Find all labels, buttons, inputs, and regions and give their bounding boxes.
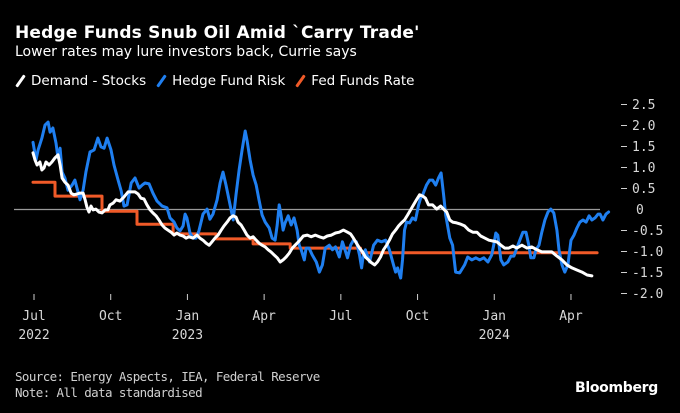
legend-label-fed-funds-rate: Fed Funds Rate	[311, 73, 415, 89]
x-tick-label: Oct	[99, 309, 122, 324]
y-tick-label: -1.5	[632, 266, 663, 281]
note-text: Note: All data standardised	[15, 385, 203, 400]
series-line-fed-funds-rate	[31, 180, 599, 255]
x-tick-year-label: 2022	[18, 328, 49, 343]
x-axis: Jul 2022 Oct Jan 2023 Apr Jul Oct Jan 2024 Apr	[18, 294, 583, 343]
x-tick-label: Oct	[406, 309, 429, 324]
y-tick-label: 0.5	[632, 182, 655, 197]
legend-item-demand-stocks: Demand - Stocks	[15, 73, 146, 89]
y-tick-label: 0	[636, 203, 644, 218]
y-tick-label: 2.5	[632, 98, 655, 113]
y-tick-label: -2.0	[632, 287, 663, 302]
bloomberg-logo: Bloomberg	[574, 380, 658, 396]
x-tick-year-label: 2023	[172, 328, 203, 343]
legend-label-demand-stocks: Demand - Stocks	[31, 73, 147, 89]
legend-label-hedge-fund-risk: Hedge Fund Risk	[172, 73, 286, 89]
chart-title: Hedge Funds Snub Oil Amid `Carry Trade'	[15, 23, 420, 43]
x-tick-label: Jan	[483, 309, 506, 324]
y-axis: 2.5 2.0 1.5 1.0 0.5 0 -0.5 -1.0 -1.5 -2.0	[621, 98, 663, 302]
series-line-demand-stocks	[31, 151, 594, 278]
x-tick-label: Apr	[252, 309, 276, 324]
source-text: Source: Energy Aspects, IEA, Federal Res…	[15, 369, 320, 384]
x-tick-label: Jul	[329, 309, 352, 324]
x-tick-label: Jul	[22, 309, 45, 324]
y-tick-label: -0.5	[632, 224, 663, 239]
y-tick-label: 2.0	[632, 119, 655, 134]
legend: Demand - Stocks Hedge Fund Risk Fed Fund…	[15, 73, 414, 89]
legend-item-hedge-fund-risk: Hedge Fund Risk	[156, 73, 285, 89]
y-tick-label: 1.5	[632, 140, 655, 155]
x-tick-year-label: 2024	[479, 328, 510, 343]
legend-item-fed-funds-rate: Fed Funds Rate	[295, 73, 414, 89]
x-tick-label: Jan	[176, 309, 199, 324]
series-line-hedge-fund-risk	[31, 120, 611, 280]
series-group	[31, 120, 611, 280]
y-tick-label: -1.0	[632, 245, 663, 260]
x-tick-label: Apr	[559, 309, 583, 324]
y-tick-label: 1.0	[632, 161, 655, 176]
footer-notes: Source: Energy Aspects, IEA, Federal Res…	[15, 369, 320, 401]
chart-subtitle: Lower rates may lure investors back, Cur…	[15, 44, 357, 60]
